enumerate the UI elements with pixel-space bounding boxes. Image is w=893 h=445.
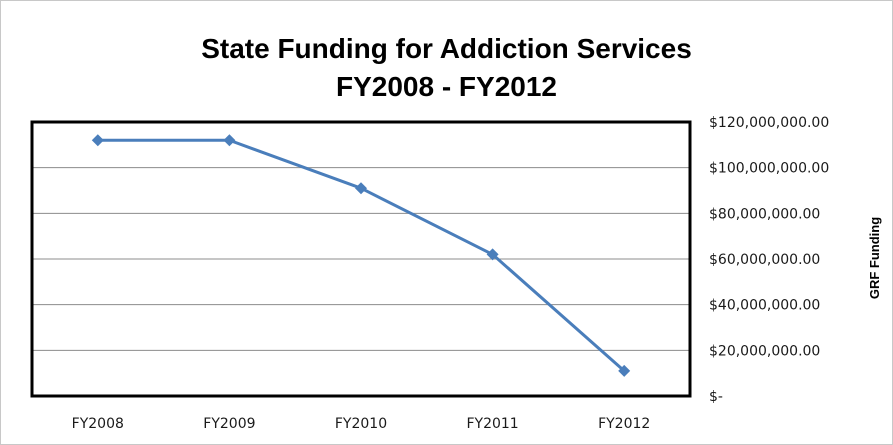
x-axis: FY2008 FY2009 FY2010 FY2011 FY2012 — [72, 416, 651, 432]
series-line — [97, 138, 626, 373]
series-layer — [91, 134, 631, 377]
y-axis: $- $20,000,000.00 $40,000,000.00 $60,000,00… — [709, 115, 829, 405]
x-tick-label: FY2008 — [72, 416, 124, 432]
y-tick-label: $80,000,000.00 — [709, 206, 820, 222]
y-tick-label: $60,000,000.00 — [709, 252, 820, 268]
x-tick-label: FY2009 — [203, 416, 255, 432]
data-point-marker — [355, 182, 367, 195]
plot-area — [30, 120, 692, 398]
data-point-marker — [486, 248, 499, 261]
y-tick-label: $100,000,000.00 — [709, 161, 829, 177]
data-point-marker — [618, 364, 631, 377]
y-tick-label: $20,000,000.00 — [709, 343, 820, 359]
y-tick-label: $- — [709, 389, 723, 405]
chart-title: State Funding for Addiction Services — [201, 33, 692, 64]
y-axis-label: GRF Funding — [867, 217, 882, 299]
gridlines — [32, 167, 690, 351]
data-point-marker — [91, 134, 104, 147]
y-tick-label: $120,000,000.00 — [709, 115, 829, 131]
y-tick-label: $40,000,000.00 — [709, 298, 820, 314]
data-point-marker — [223, 134, 236, 147]
x-tick-label: FY2011 — [466, 416, 518, 432]
x-tick-label: FY2012 — [598, 416, 650, 432]
chart-subtitle: FY2008 - FY2012 — [335, 71, 558, 102]
x-tick-label: FY2010 — [335, 416, 387, 432]
